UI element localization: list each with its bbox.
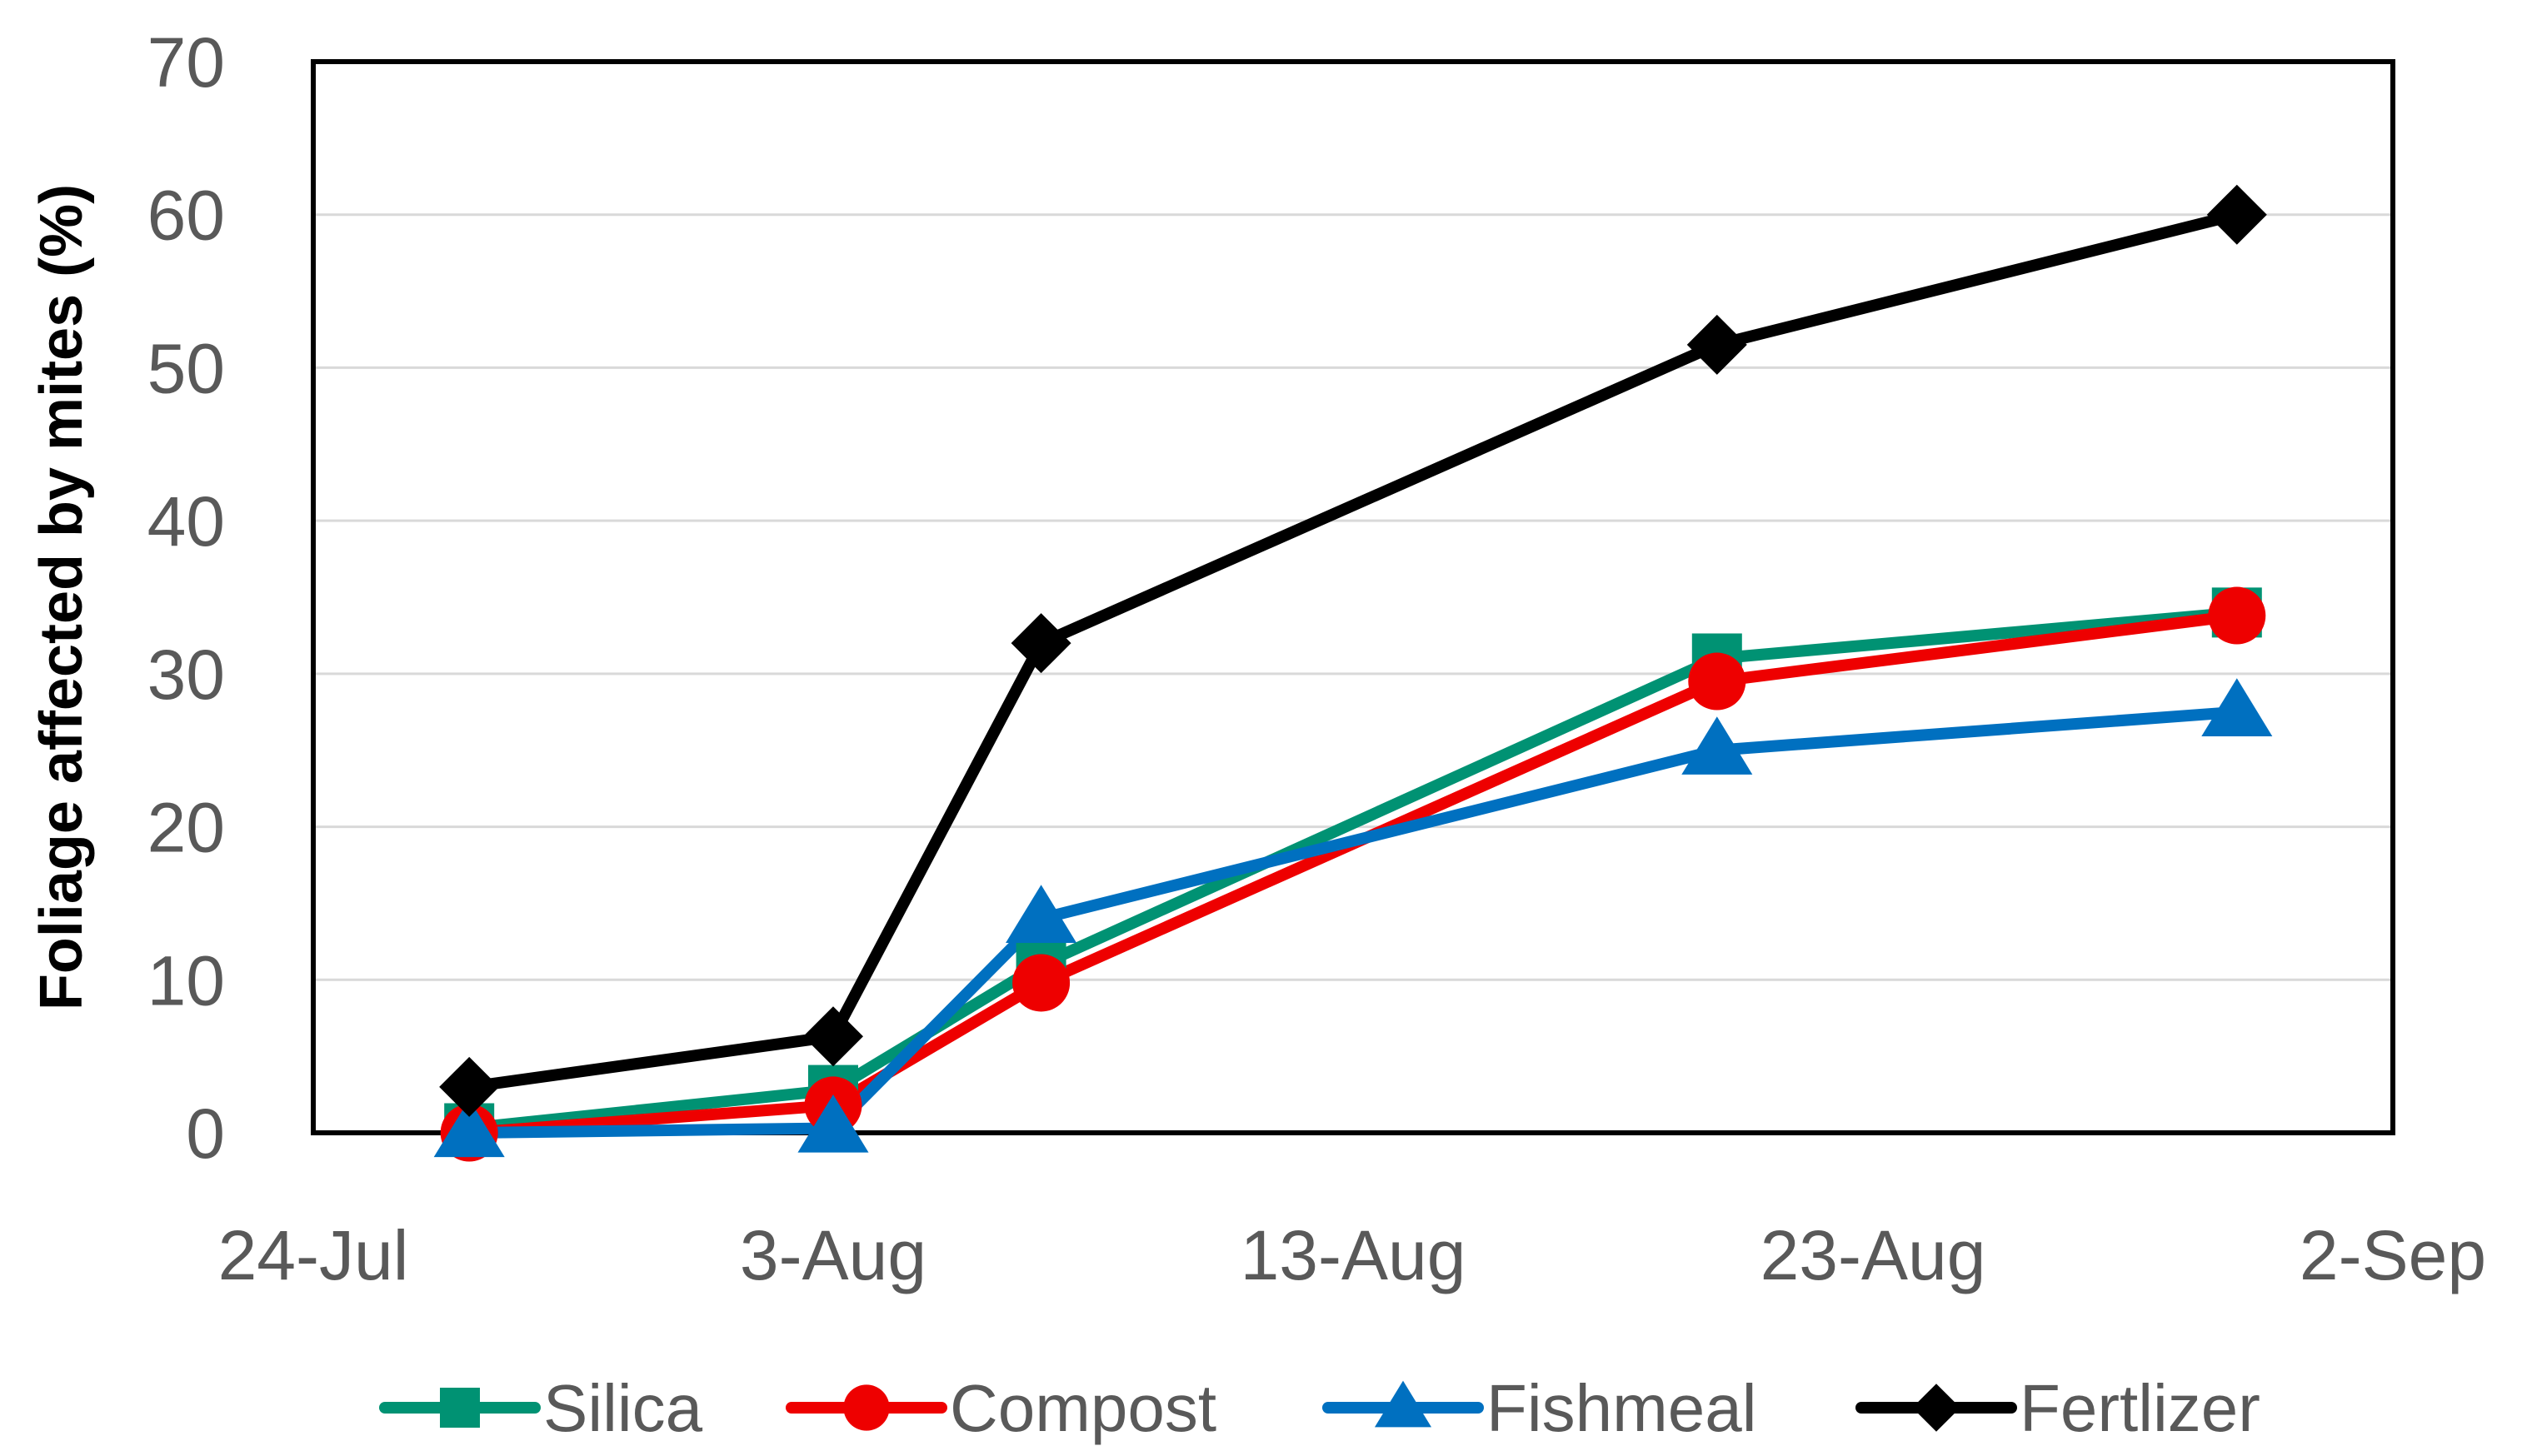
fishmeal-data-point [2201, 678, 2273, 736]
gridlines [313, 213, 2393, 981]
x-tick-label: 13-Aug [1241, 1216, 1466, 1294]
x-tick-label: 3-Aug [740, 1216, 926, 1294]
fishmeal-series-line [463, 706, 2243, 1139]
legend-fertlizer-marker [1912, 1384, 1960, 1432]
compost-data-point [1688, 652, 1746, 711]
legend-compost-marker [843, 1384, 890, 1431]
plot-area-frame [311, 59, 2395, 1135]
legend-fishmeal-label: Fishmeal [1486, 1371, 1757, 1445]
y-tick-label: 30 [147, 636, 225, 714]
y-tick-label: 20 [147, 789, 225, 867]
y-tick-label: 40 [147, 482, 225, 561]
fishmeal-data-point [1681, 716, 1753, 775]
y-tick-label: 70 [147, 23, 225, 102]
y-tick-label: 0 [186, 1094, 225, 1173]
fishmeal-data-point [797, 1094, 869, 1153]
compost-data-point [2208, 586, 2266, 645]
legend-compost-label: Compost [950, 1371, 1216, 1445]
legend-fertlizer-label: Fertlizer [2020, 1371, 2260, 1445]
y-tick-label: 50 [147, 329, 225, 407]
x-tick-label: 24-Jul [218, 1216, 409, 1294]
y-tick-labels: 0 10 20 30 40 50 60 70 [147, 23, 225, 1173]
x-tick-label: 23-Aug [1760, 1216, 1986, 1294]
fertlizer-data-point [439, 1056, 500, 1117]
fertlizer-data-point [803, 1006, 863, 1067]
y-tick-label: 10 [147, 941, 225, 1020]
x-tick-labels: 24-Jul 3-Aug 13-Aug 23-Aug 2-Sep [218, 1216, 2486, 1294]
y-axis-title: Foliage affected by mites (%) [28, 184, 95, 1010]
fishmeal-data-point [1006, 885, 1077, 943]
legend-silica-marker [440, 1388, 480, 1428]
compost-data-point [1012, 954, 1071, 1012]
y-tick-label: 60 [147, 177, 225, 255]
fertlizer-data-point [1686, 314, 1747, 375]
fertlizer-data-point [1011, 613, 1071, 674]
legend-fishmeal-marker [1374, 1380, 1432, 1428]
x-tick-label: 2-Sep [2300, 1216, 2486, 1294]
series-markers [433, 184, 2273, 1162]
legend: Silica Compost Fishmeal Fertlizer [379, 1371, 2260, 1445]
fishmeal-data-point [433, 1099, 505, 1158]
legend-silica-label: Silica [543, 1371, 703, 1445]
fertlizer-data-point [2206, 184, 2267, 245]
